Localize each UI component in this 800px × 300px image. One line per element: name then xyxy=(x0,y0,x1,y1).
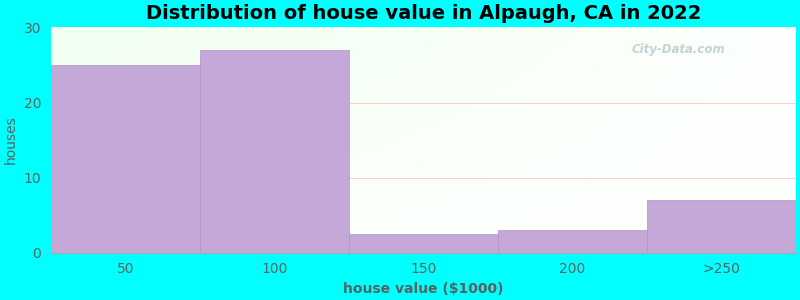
Bar xyxy=(647,200,796,253)
Bar xyxy=(498,230,647,253)
Bar xyxy=(349,234,498,253)
X-axis label: house value ($1000): house value ($1000) xyxy=(343,282,504,296)
Bar xyxy=(200,50,349,253)
Text: City-Data.com: City-Data.com xyxy=(632,43,726,56)
Y-axis label: houses: houses xyxy=(4,116,18,164)
Bar xyxy=(51,65,200,253)
Title: Distribution of house value in Alpaugh, CA in 2022: Distribution of house value in Alpaugh, … xyxy=(146,4,701,23)
